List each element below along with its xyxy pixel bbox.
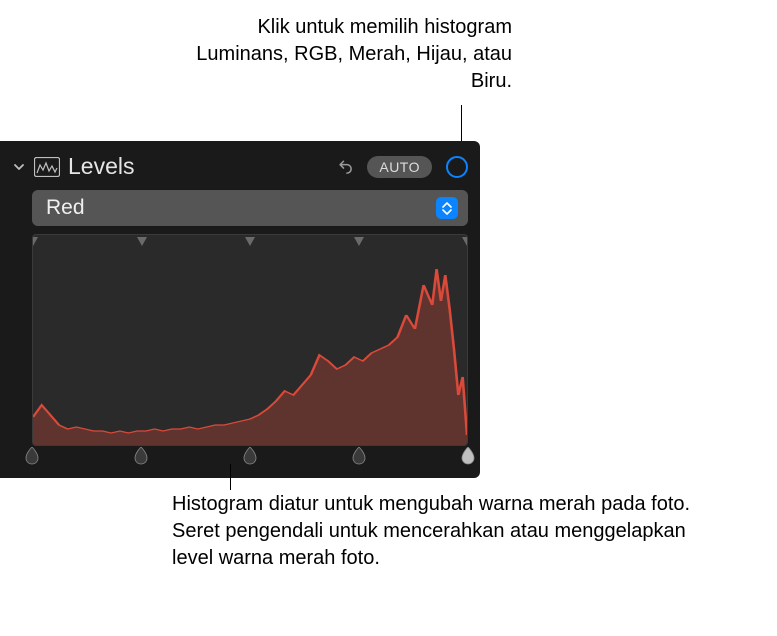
channel-selected-label: Red [46,196,436,220]
histogram-icon [34,157,60,177]
top-marker[interactable] [245,234,255,244]
levels-handle[interactable] [352,447,366,465]
auto-button[interactable]: AUTO [367,156,432,178]
levels-panel: Levels AUTO Red [0,141,480,478]
levels-handle[interactable] [134,447,148,465]
undo-icon[interactable] [335,157,355,177]
active-indicator-icon[interactable] [446,156,468,178]
disclose-chevron-icon[interactable] [12,160,26,174]
callout-top-text: Klik untuk memilih histogram Luminans, R… [172,14,512,95]
levels-handle[interactable] [461,447,475,465]
top-marker[interactable] [354,234,364,244]
updown-icon [436,197,458,219]
callout-bottom-text: Histogram diatur untuk mengubah warna me… [172,491,732,572]
top-marker[interactable] [32,234,38,244]
levels-title: Levels [68,153,327,180]
histogram-area [32,234,468,446]
bottom-handles [32,446,468,466]
channel-select[interactable]: Red [32,190,468,226]
levels-handle[interactable] [25,447,39,465]
levels-header: Levels AUTO [10,149,470,190]
top-marker[interactable] [137,234,147,244]
callout-bottom-line [230,464,231,490]
levels-handle[interactable] [243,447,257,465]
histogram-chart [33,245,467,445]
top-marker[interactable] [462,234,468,244]
